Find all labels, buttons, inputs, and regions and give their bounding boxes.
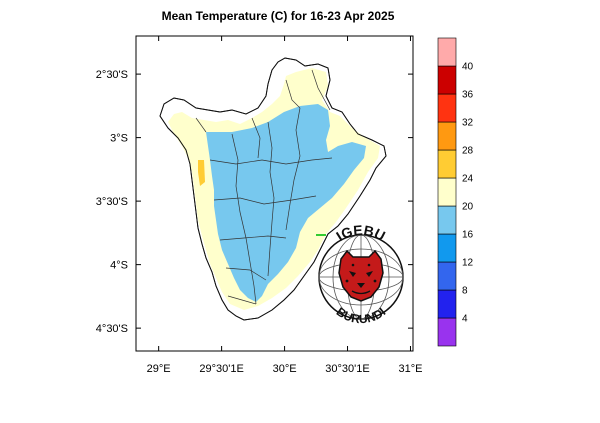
colorbar-label: 40 bbox=[462, 62, 474, 73]
colorbar: 4 8 12 16 20 24 28 32 36 40 bbox=[437, 37, 474, 347]
colorbar-label: 32 bbox=[462, 118, 474, 129]
lake-marker bbox=[316, 234, 326, 236]
colorbar-bin bbox=[437, 65, 457, 95]
colorbar-bin bbox=[437, 37, 457, 67]
colorbar-bin bbox=[437, 289, 457, 319]
map-panel: 29°E 29°30'1E 30°E 30°30'1E 31°E 2°30'S 3°S 3°… bbox=[96, 35, 422, 375]
leopard-head-icon bbox=[338, 249, 384, 302]
x-tick-label: 29°E bbox=[147, 363, 171, 375]
y-tick-label: 3°S bbox=[110, 133, 128, 145]
logo-top-text: IGEBU bbox=[333, 222, 388, 244]
igebu-logo: IGEBU BURUNDI bbox=[318, 222, 404, 327]
temp-region-24-28 bbox=[198, 160, 205, 186]
colorbar-label: 12 bbox=[462, 258, 474, 269]
colorbar-label: 8 bbox=[462, 286, 468, 297]
colorbar-bin bbox=[437, 149, 457, 179]
y-tick-label: 2°30'S bbox=[96, 69, 128, 81]
y-tick-label: 4°S bbox=[110, 260, 128, 272]
logo-bottom-text: BURUNDI bbox=[334, 305, 388, 327]
colorbar-bin bbox=[437, 177, 457, 207]
map-title: Mean Temperature (C) for 16-23 Apr 2025 bbox=[162, 9, 395, 23]
x-axis: 29°E 29°30'1E 30°E 30°30'1E 31°E bbox=[147, 36, 422, 375]
colorbar-bin bbox=[437, 317, 457, 347]
colorbar-label: 36 bbox=[462, 90, 474, 101]
x-tick-label: 29°30'1E bbox=[199, 363, 243, 375]
colorbar-label: 28 bbox=[462, 146, 474, 157]
y-tick-label: 3°30'S bbox=[96, 196, 128, 208]
temp-region-16-20 bbox=[206, 104, 366, 302]
colorbar-label: 16 bbox=[462, 230, 474, 241]
colorbar-bin bbox=[437, 233, 457, 263]
colorbar-bin bbox=[437, 93, 457, 123]
y-tick-label: 4°30'S bbox=[96, 323, 128, 335]
country-border bbox=[159, 57, 387, 321]
colorbar-label: 20 bbox=[462, 202, 474, 213]
x-tick-label: 30°E bbox=[273, 363, 297, 375]
y-axis: 2°30'S 3°S 3°30'S 4°S 4°30'S bbox=[96, 69, 413, 335]
colorbar-label: 4 bbox=[462, 314, 468, 325]
colorbar-bin bbox=[437, 261, 457, 291]
colorbar-bin bbox=[437, 205, 457, 235]
x-tick-label: 30°30'1E bbox=[325, 363, 369, 375]
x-tick-label: 31°E bbox=[398, 363, 422, 375]
province-boundaries bbox=[195, 69, 333, 305]
colorbar-bin bbox=[437, 121, 457, 151]
colorbar-label: 24 bbox=[462, 174, 474, 185]
